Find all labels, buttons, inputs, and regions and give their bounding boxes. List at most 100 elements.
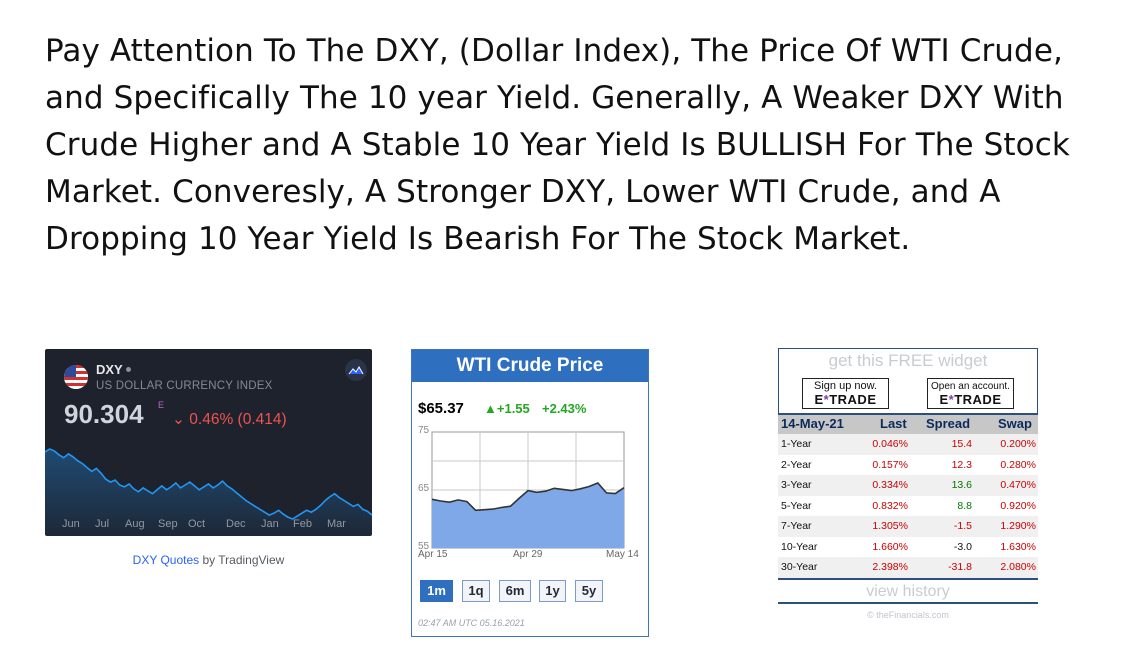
- table-row: 2-Year 0.157% 12.3 0.280%: [778, 454, 1038, 475]
- table-row: 5-Year 0.832% 8.8 0.920%: [778, 495, 1038, 516]
- wti-price: $65.37: [418, 400, 464, 417]
- etrade-logo-e: E: [939, 392, 949, 407]
- table-row: 10-Year 1.660% -3.0 1.630%: [778, 536, 1038, 557]
- dxy-month-label: Dec: [226, 518, 246, 530]
- dxy-line: [45, 448, 372, 520]
- dxy-sparkline: [45, 448, 372, 536]
- tradingview-logo-icon[interactable]: [345, 359, 367, 381]
- wti-timestamp: 02:47 AM UTC 05.16.2021: [418, 618, 525, 628]
- wti-price-area: [432, 483, 624, 548]
- ad-text: Sign up now.: [814, 380, 877, 392]
- term-name: 10-Year: [781, 540, 818, 553]
- tradingview-credit: by TradingView: [199, 553, 285, 567]
- range-button-1m[interactable]: 1m: [420, 580, 453, 602]
- last-yield: 0.157%: [872, 458, 908, 471]
- treasury-promo-box: get this FREE widget Sign up now. E*TRAD…: [778, 348, 1038, 413]
- free-widget-link[interactable]: get this FREE widget: [828, 351, 988, 370]
- dxy-change: ⌄ 0.46% (0.414): [172, 411, 287, 428]
- dxy-x-axis: Jun Jul Aug Sep Oct Dec Jan Feb Mar: [45, 518, 372, 532]
- etrade-logo: E*TRADE: [803, 393, 888, 407]
- etrade-ad-account[interactable]: Open an account. E*TRADE: [927, 378, 1014, 409]
- spread-value: 8.8: [957, 499, 972, 512]
- dxy-flag-label: E: [158, 400, 165, 410]
- article-paragraph: Pay Attention To The DXY, (Dollar Index)…: [45, 33, 1070, 257]
- spread-value: 12.3: [951, 458, 972, 471]
- dxy-name: US DOLLAR CURRENCY INDEX: [96, 380, 273, 392]
- dxy-month-label: Jul: [95, 518, 110, 530]
- swap-rate: 0.470%: [1000, 479, 1036, 491]
- swap-rate: 0.200%: [1000, 438, 1036, 450]
- wti-x-tick: Apr 29: [513, 549, 543, 560]
- wti-y-tick: 55: [418, 541, 430, 552]
- dxy-month-label: Oct: [188, 518, 206, 530]
- dxy-month-label: Feb: [293, 518, 312, 530]
- swap-rate: 1.290%: [1000, 520, 1036, 532]
- col-header-last: Last: [880, 416, 907, 431]
- view-history-link[interactable]: view history: [866, 583, 950, 600]
- spread-value: -1.5: [953, 520, 972, 532]
- dxy-month-label: Jan: [261, 518, 279, 530]
- market-status-dot: [126, 367, 131, 372]
- wti-title: WTI Crude Price: [412, 350, 648, 382]
- us-flag-icon: [64, 365, 88, 389]
- last-yield: 0.334%: [872, 479, 908, 491]
- etrade-ad-signup[interactable]: Sign up now. E*TRADE: [802, 378, 889, 409]
- col-header-swap: Swap: [998, 416, 1032, 431]
- table-row: 1-Year 0.046% 15.4 0.200%: [778, 434, 1038, 455]
- wti-chart: [431, 431, 625, 549]
- spread-value: 13.6: [951, 479, 972, 491]
- swap-rate: 0.280%: [1000, 458, 1036, 471]
- term-name: 30-Year: [781, 561, 818, 573]
- swap-rate: 0.920%: [1000, 499, 1036, 512]
- treasury-header-row: 14-May-21 Last Spread Swap: [778, 413, 1038, 434]
- spread-value: -3.0: [953, 540, 972, 553]
- etrade-logo: E*TRADE: [928, 393, 1013, 407]
- etrade-logo-trade: TRADE: [829, 392, 877, 407]
- spread-value: 15.4: [951, 438, 972, 450]
- divider: [778, 578, 1038, 580]
- dxy-month-label: Sep: [158, 518, 178, 530]
- wti-y-tick: 65: [418, 483, 430, 494]
- wti-change-pct: +2.43%: [542, 401, 587, 416]
- wti-price-line: [431, 482, 625, 512]
- range-button-1y[interactable]: 1y: [539, 580, 566, 602]
- wti-x-tick: May 14: [606, 549, 639, 560]
- dxy-symbol[interactable]: DXY: [96, 362, 123, 377]
- range-button-1q[interactable]: 1q: [462, 580, 490, 602]
- table-row: 3-Year 0.334% 13.6 0.470%: [778, 475, 1038, 496]
- last-yield: 1.660%: [872, 540, 908, 553]
- swap-rate: 1.630%: [1000, 540, 1036, 553]
- table-row: 30-Year 2.398% -31.8 2.080%: [778, 557, 1038, 578]
- etrade-logo-x: *: [823, 392, 830, 407]
- range-button-6m[interactable]: 6m: [499, 580, 531, 602]
- dxy-quote-widget[interactable]: DXY US DOLLAR CURRENCY INDEX 90.304 E ⌄ …: [45, 349, 372, 536]
- term-name: 3-Year: [781, 479, 812, 491]
- range-button-5y[interactable]: 5y: [575, 580, 603, 602]
- etrade-logo-e: E: [814, 392, 824, 407]
- etrade-logo-x: *: [948, 392, 955, 407]
- dxy-month-label: Jun: [62, 518, 80, 530]
- last-yield: 0.046%: [872, 438, 908, 450]
- dxy-month-label: Mar: [327, 518, 346, 530]
- copyright[interactable]: © theFinancials.com: [867, 610, 949, 620]
- dxy-attribution: DXY Quotes by TradingView: [45, 553, 372, 567]
- wti-x-tick: Apr 15: [418, 549, 448, 560]
- dxy-area: [45, 449, 372, 536]
- wti-y-tick: 75: [418, 425, 430, 436]
- treasury-yield-widget: get this FREE widget Sign up now. E*TRAD…: [778, 348, 1038, 620]
- etrade-logo-trade: TRADE: [954, 392, 1002, 407]
- last-yield: 0.832%: [872, 499, 908, 512]
- swap-rate: 2.080%: [1000, 561, 1036, 573]
- treasury-date: 14-May-21: [781, 416, 844, 431]
- col-header-spread: Spread: [926, 416, 971, 431]
- term-name: 2-Year: [781, 458, 812, 471]
- wti-change: ▲+1.55: [484, 401, 530, 416]
- last-yield: 2.398%: [872, 561, 908, 573]
- term-name: 5-Year: [781, 499, 812, 512]
- wti-crude-widget: WTI Crude Price $65.37 ▲+1.55 +2.43% 75 …: [411, 349, 649, 637]
- dxy-quotes-link[interactable]: DXY Quotes: [132, 553, 200, 567]
- table-row: 7-Year 1.305% -1.5 1.290%: [778, 516, 1038, 537]
- divider: [778, 602, 1038, 604]
- last-yield: 1.305%: [872, 520, 908, 532]
- dxy-price: 90.304: [64, 399, 144, 429]
